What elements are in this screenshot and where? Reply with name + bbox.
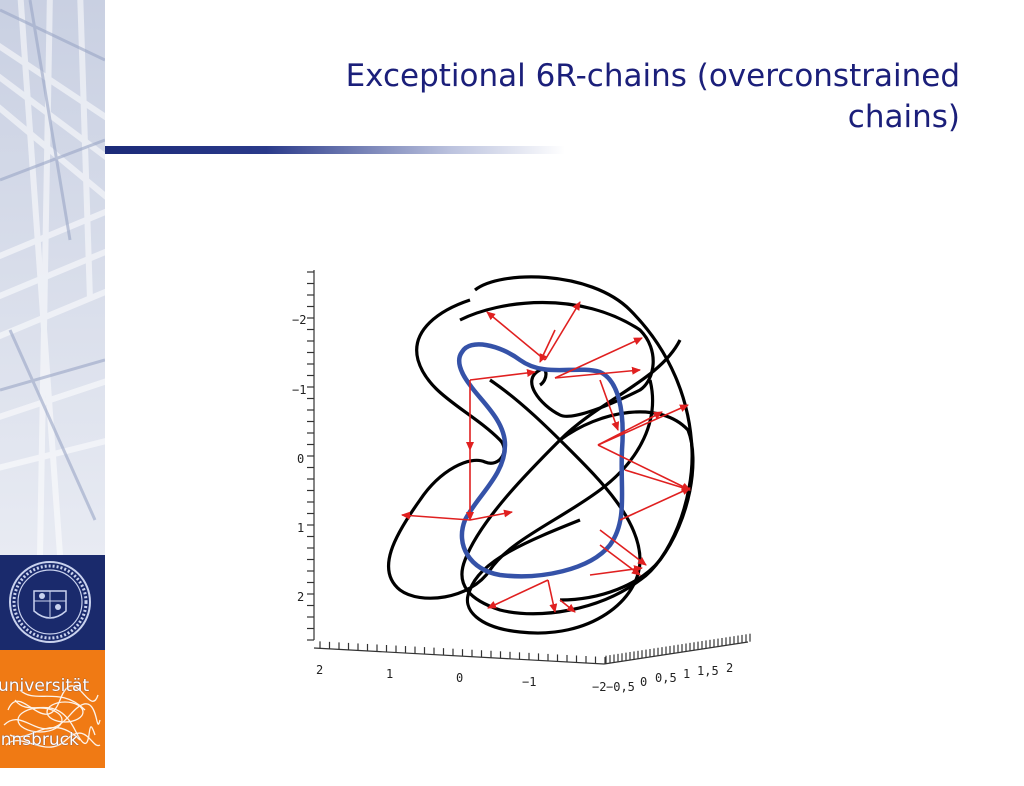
logo-word-innsbruck: innsbruck — [0, 730, 79, 750]
logo-scribble-panel — [0, 650, 105, 768]
logo-wordmark: universität innsbruck — [0, 641, 105, 785]
red-arrow — [619, 487, 691, 521]
coupler-curves — [387, 275, 695, 635]
black-curve-left-loop — [387, 298, 655, 600]
left-axis-labels: −2 −1 0 1 2 — [292, 313, 306, 604]
black-curve-lower-loop — [465, 378, 642, 635]
blue-closed-curve — [457, 342, 625, 579]
left-axis — [307, 270, 315, 641]
depth-axis-labels: −0,5 0 0,5 1 1,5 2 — [606, 661, 733, 694]
slide-title: Exceptional 6R-chains (overconstrained c… — [340, 56, 960, 138]
red-arrow — [487, 579, 549, 609]
depth-tick-label: 1,5 — [697, 664, 719, 678]
red-link-arrows — [401, 301, 691, 613]
red-arrow — [547, 579, 558, 613]
logo-word-universitat: universität — [0, 676, 90, 696]
red-arrow — [469, 509, 513, 521]
red-arrow — [589, 565, 643, 576]
depth-tick-label: 0,5 — [655, 671, 677, 685]
left-tick-label: 1 — [297, 521, 304, 535]
bottom-tick-label: 1 — [386, 667, 393, 681]
black-curve-outer-top — [460, 275, 694, 616]
decorative-side-band — [0, 0, 105, 555]
red-arrow — [599, 529, 647, 566]
scribble-graphic — [3, 685, 101, 748]
red-arrow — [599, 379, 620, 431]
depth-tick-label: −0,5 — [606, 680, 635, 694]
red-arrow — [486, 311, 546, 361]
university-logo: universität innsbruck — [0, 555, 105, 768]
title-line-1: Exceptional 6R-chains (overconstrained — [345, 58, 960, 94]
red-arrow — [624, 469, 691, 492]
bottom-tick-label: 0 — [456, 671, 463, 685]
left-tick-label: −1 — [292, 383, 306, 397]
red-arrow — [554, 366, 641, 379]
red-arrow — [599, 544, 641, 576]
left-tick-label: −2 — [292, 313, 306, 327]
logo-seal-panel — [0, 555, 105, 650]
left-tick-label: 2 — [297, 590, 304, 604]
red-arrow — [401, 511, 471, 521]
red-arrow — [469, 369, 536, 381]
bottom-tick-label: −1 — [522, 675, 536, 689]
depth-tick-label: 0 — [640, 675, 647, 689]
title-line-2: chains) — [847, 99, 960, 135]
black-curve-upper-loop — [459, 300, 655, 418]
university-seal-icon — [9, 561, 91, 643]
depth-tick-label: 2 — [726, 661, 733, 675]
depth-tick-label: 1 — [683, 667, 690, 681]
black-curve-right — [559, 410, 695, 602]
depth-axis — [603, 633, 751, 665]
left-tick-label: 0 — [297, 452, 304, 466]
red-arrow — [539, 329, 556, 363]
red-arrow — [554, 337, 643, 379]
bottom-tick-label: 2 — [316, 663, 323, 677]
red-arrow — [597, 411, 663, 446]
bottom-tick-label: −2 — [592, 680, 606, 694]
red-arrow — [544, 301, 581, 361]
red-arrow — [597, 404, 689, 446]
bottom-axis-labels: 2 1 0 −1 −2 — [316, 663, 606, 694]
kinematic-chain-diagram: −2 −1 0 1 2 2 1 0 −1 −2 −0,5 0 0,5 1 1,5… — [292, 270, 751, 694]
title-underline — [105, 146, 565, 154]
red-arrow — [597, 444, 691, 491]
bottom-axis — [313, 641, 606, 665]
red-arrow — [559, 599, 576, 613]
